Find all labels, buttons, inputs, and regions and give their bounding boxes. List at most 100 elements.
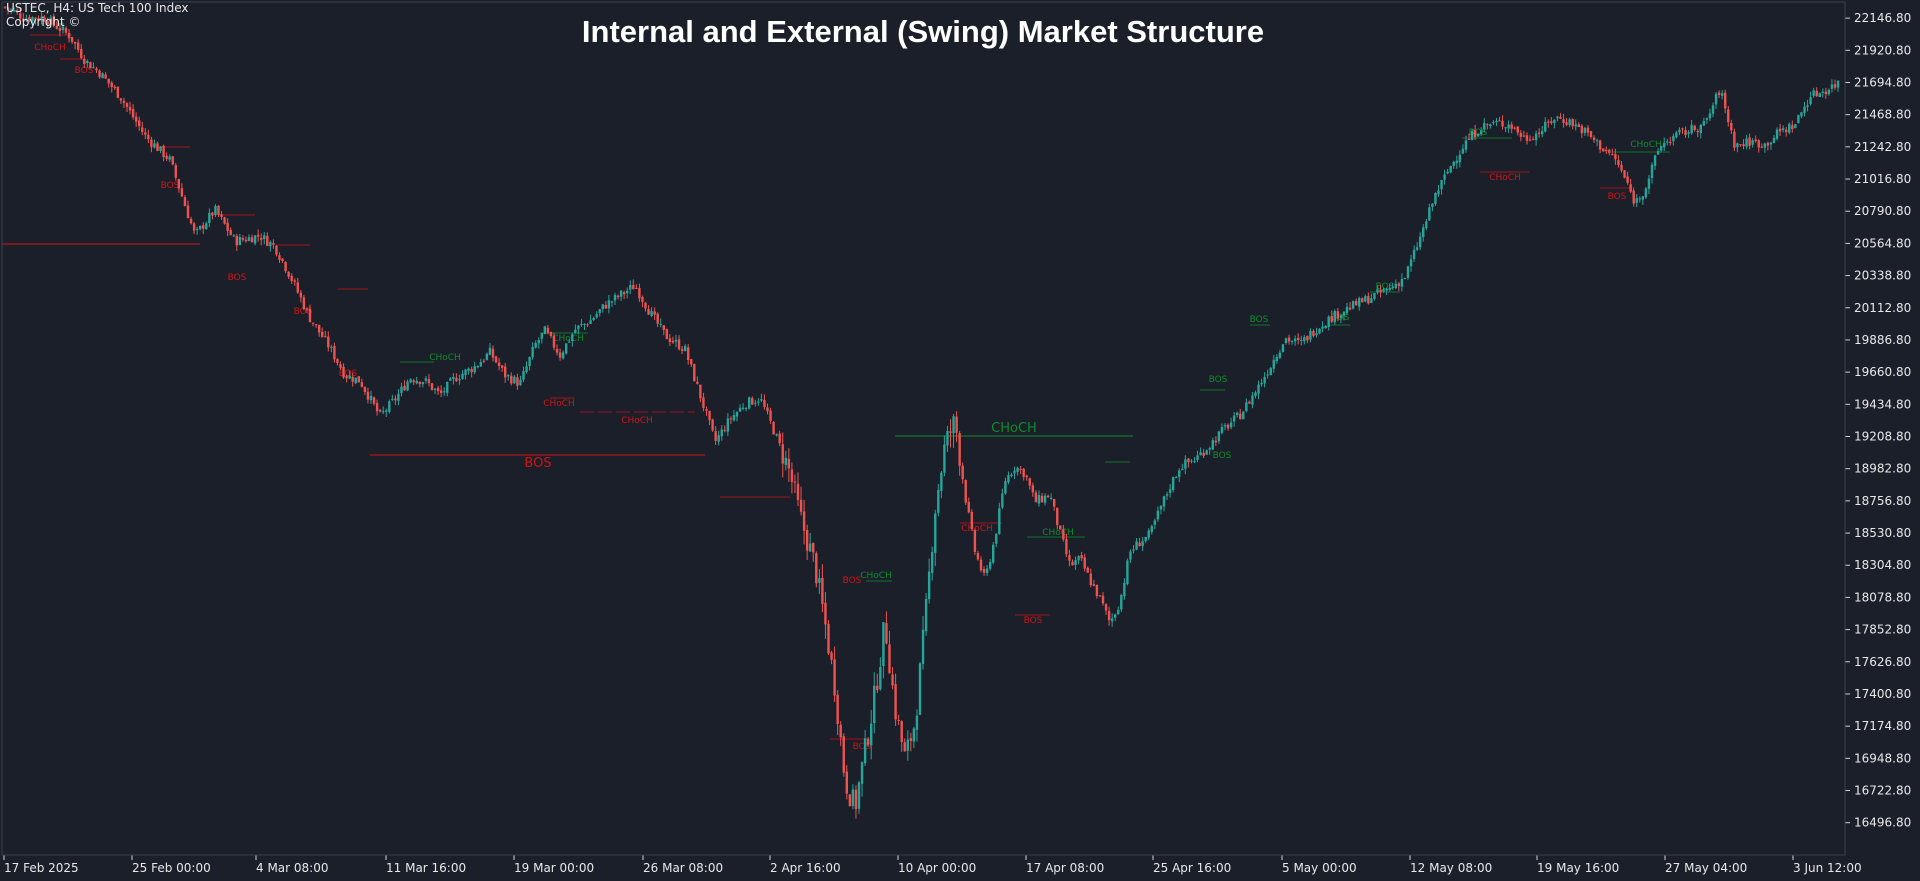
bullish-candle	[946, 425, 949, 453]
bullish-candle	[354, 377, 357, 385]
bullish-candle	[1678, 127, 1681, 136]
candle-body	[1681, 128, 1684, 130]
bearish-candle	[711, 418, 714, 432]
candle-body	[287, 271, 290, 277]
candle-body	[1467, 138, 1471, 140]
bearish-candle	[656, 312, 659, 328]
bearish-candle	[217, 205, 220, 218]
bullish-candle	[1376, 285, 1379, 295]
bullish-candle	[717, 430, 720, 446]
bullish-candle	[732, 410, 736, 422]
bullish-candle	[659, 318, 662, 328]
bullish-candle	[1278, 349, 1282, 360]
time-tick-label: 17 Feb 2025	[4, 861, 79, 875]
bullish-candle	[744, 407, 748, 412]
candle-body	[101, 73, 104, 79]
price-tick-label: 16948.80	[1854, 751, 1911, 765]
bearish-candle	[1040, 493, 1044, 503]
candle-body	[1531, 139, 1535, 141]
candle-body	[345, 376, 348, 379]
bearish-candle	[147, 129, 150, 144]
bullish-candle	[1827, 88, 1831, 96]
candle-body	[427, 379, 431, 384]
candle-body	[1141, 541, 1144, 547]
candle-body	[815, 553, 818, 584]
candle-body	[385, 410, 388, 412]
bearish-candle	[116, 86, 120, 99]
candle-body	[61, 26, 65, 30]
bullish-candle	[809, 533, 812, 552]
bearish-candle	[546, 325, 550, 335]
bearish-candle	[305, 307, 309, 313]
time-tick-label: 2 Apr 16:00	[770, 861, 841, 875]
bearish-candle	[211, 211, 214, 220]
candle-body	[1534, 133, 1538, 141]
bullish-candle	[86, 59, 89, 68]
bearish-candle	[967, 497, 970, 514]
bearish-candle	[1815, 87, 1818, 97]
candle-body	[168, 156, 171, 160]
bullish-candle	[1446, 168, 1449, 175]
candle-body	[943, 444, 946, 473]
candle-body	[931, 552, 934, 573]
bearish-candle	[67, 29, 71, 43]
candle-body	[1059, 525, 1062, 530]
bullish-candle	[757, 398, 760, 406]
candle-body	[1193, 461, 1196, 463]
candle-body	[235, 235, 238, 246]
bullish-candle	[1400, 273, 1404, 292]
candle-body	[406, 381, 409, 391]
bullish-candle	[1358, 296, 1361, 311]
bearish-candle	[412, 378, 415, 385]
candle-body	[995, 533, 998, 544]
candle-body	[772, 422, 775, 435]
bearish-candle	[1095, 584, 1099, 599]
candle-body	[1522, 135, 1526, 137]
bullish-candle	[443, 387, 446, 396]
candle-body	[1110, 618, 1114, 622]
bullish-candle	[1269, 367, 1272, 376]
candle-body	[574, 329, 577, 334]
time-tick-label: 25 Apr 16:00	[1153, 861, 1231, 875]
candle-body	[1037, 495, 1041, 504]
bearish-candle	[491, 345, 495, 362]
candle-body	[1309, 330, 1312, 340]
candle-body	[1415, 247, 1419, 250]
candle-body	[1794, 124, 1797, 129]
bullish-candle	[1800, 111, 1803, 119]
candle-body	[1013, 470, 1016, 474]
candle-body	[229, 229, 232, 236]
candle-body	[1385, 288, 1388, 291]
bearish-candle	[1577, 122, 1580, 128]
bullish-candle	[1345, 302, 1349, 316]
bullish-candle	[674, 334, 678, 348]
candle-body	[1425, 221, 1428, 229]
candle-body	[1736, 143, 1739, 148]
candle-body	[555, 348, 559, 353]
bullish-candle	[921, 615, 925, 670]
bullish-candle	[1775, 127, 1779, 141]
candle-body	[1440, 179, 1443, 190]
bearish-candle	[1562, 113, 1565, 128]
bearish-candle	[138, 116, 141, 131]
bearish-candle	[586, 323, 589, 328]
candle-body	[641, 296, 644, 302]
candle-body	[1653, 155, 1657, 166]
bullish-candle	[607, 294, 611, 314]
bearish-candle	[1614, 148, 1617, 165]
bearish-candle	[1306, 335, 1309, 344]
candle-body	[1638, 198, 1641, 200]
candle-body	[1455, 160, 1458, 164]
bullish-candle	[452, 373, 455, 385]
candle-body	[543, 326, 547, 335]
candle-body	[577, 325, 580, 330]
candle-body	[241, 237, 245, 240]
candle-body	[946, 431, 949, 446]
bullish-candle	[1016, 466, 1019, 476]
candle-body	[1678, 129, 1681, 133]
bearish-candle	[955, 411, 958, 442]
candle-body	[1351, 301, 1355, 309]
price-tick-label: 18756.80	[1854, 494, 1911, 508]
